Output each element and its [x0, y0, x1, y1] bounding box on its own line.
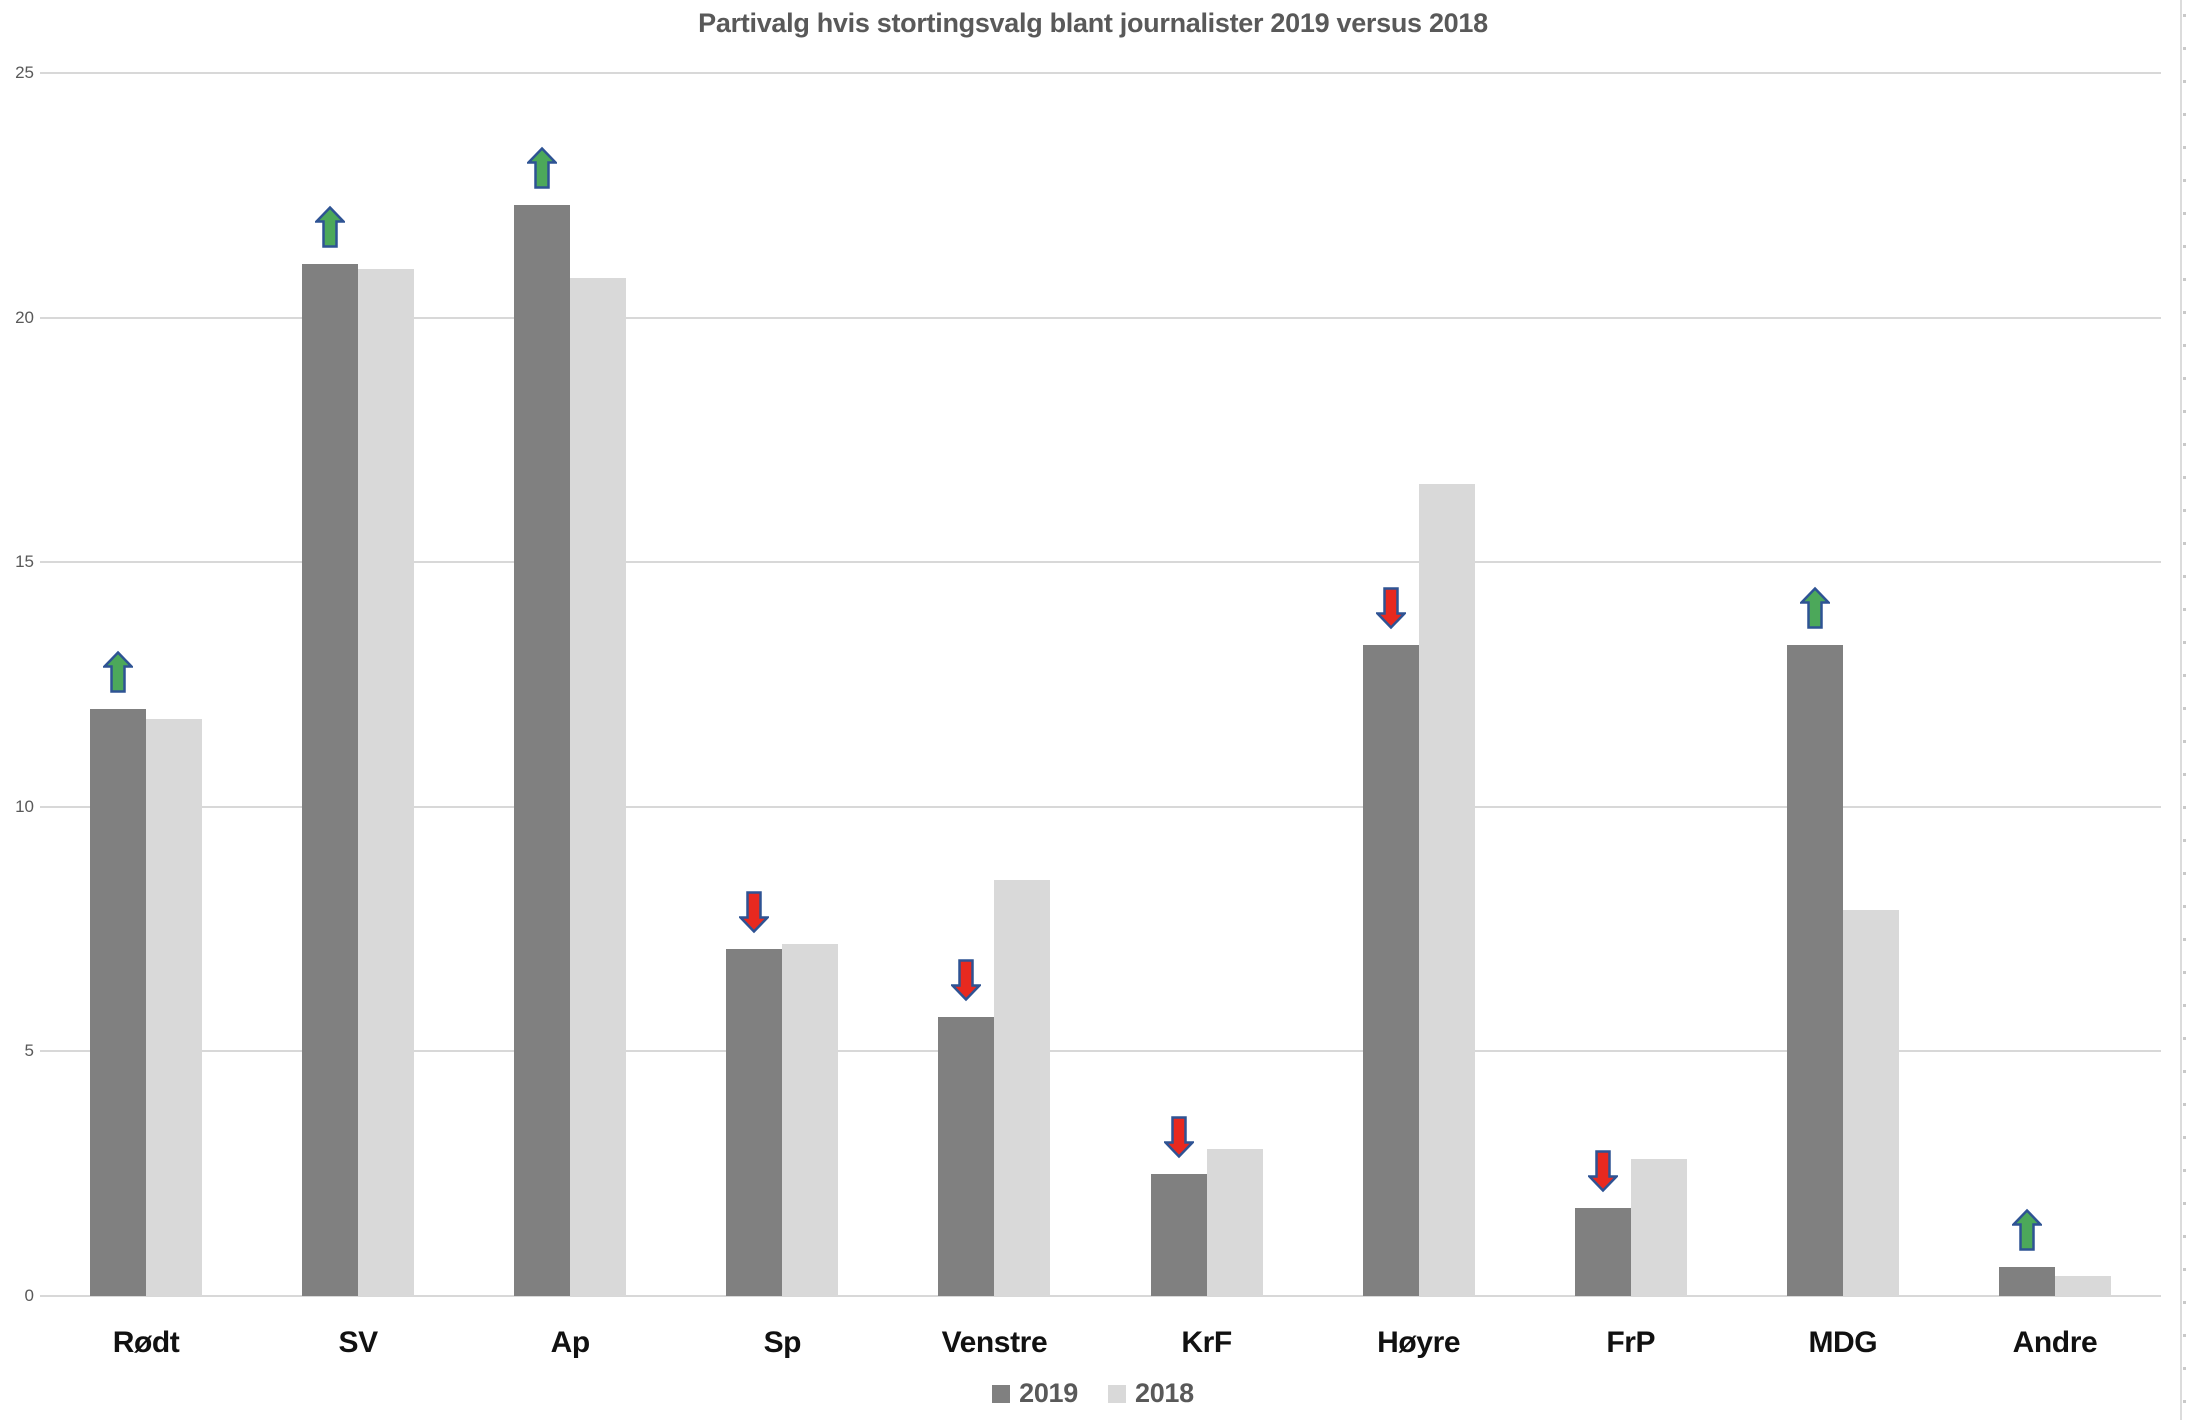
x-axis-label-andre: Andre	[2012, 1326, 2098, 1359]
change-arrow-up-icon	[1798, 586, 1832, 630]
legend-swatch-2019-icon	[992, 1384, 1011, 1403]
x-axis-label-ap: Ap	[550, 1326, 591, 1359]
change-arrow-down-icon	[1374, 586, 1408, 630]
bar-2018-sp	[782, 943, 839, 1296]
bar-2019-venstre	[938, 1017, 995, 1296]
legend-item-2019: 2019	[992, 1378, 1078, 1409]
x-axis-label-høyre: Høyre	[1377, 1326, 1461, 1359]
right-edge-tick-marks	[2183, 14, 2186, 1406]
bar-2019-frp	[1574, 1207, 1631, 1296]
x-axis-label-frp: FrP	[1606, 1326, 1656, 1359]
bar-2019-ap	[514, 205, 571, 1296]
bar-2018-høyre	[1418, 483, 1475, 1296]
bar-2018-venstre	[994, 880, 1051, 1296]
bar-2018-krf	[1206, 1149, 1263, 1296]
bar-2019-mdg	[1786, 645, 1843, 1296]
gridline	[40, 72, 2161, 74]
gridline	[40, 316, 2161, 319]
x-axis-label-mdg: MDG	[1808, 1326, 1878, 1359]
change-arrow-down-icon	[949, 958, 983, 1002]
y-axis-tick-label: 0	[24, 1286, 34, 1305]
gridline	[40, 805, 2161, 808]
bar-2018-frp	[1630, 1159, 1687, 1296]
y-axis-tick-label: 15	[15, 552, 34, 572]
bar-2018-sv	[358, 268, 415, 1296]
bar-2019-rødt	[90, 708, 147, 1296]
gridline	[40, 1050, 2161, 1053]
change-arrow-down-icon	[1586, 1149, 1620, 1193]
x-axis-label-sv: SV	[338, 1326, 379, 1359]
y-axis-tick-label: 5	[24, 1041, 34, 1061]
bar-2019-høyre	[1362, 645, 1419, 1296]
y-axis-tick-label: 20	[15, 307, 34, 327]
legend-label-2019: 2019	[1019, 1378, 1078, 1408]
legend-label-2018: 2018	[1135, 1378, 1194, 1408]
change-arrow-down-icon	[737, 890, 771, 934]
legend-swatch-2018-icon	[1108, 1384, 1126, 1403]
y-axis-tick-label: 25	[15, 63, 34, 82]
bar-2018-ap	[570, 278, 627, 1296]
chart-title: Partivalg hvis stortingsvalg blant journ…	[698, 8, 1488, 38]
bar-2019-sv	[302, 263, 359, 1296]
legend: 2019 2018	[0, 1378, 2186, 1409]
x-axis-label-krf: KrF	[1181, 1326, 1232, 1359]
change-arrow-down-icon	[1162, 1115, 1195, 1159]
x-axis-label-rødt: Rødt	[112, 1326, 180, 1359]
bar-2018-rødt	[146, 718, 203, 1296]
bar-2018-andre	[2054, 1276, 2111, 1296]
x-axis-label-sp: Sp	[763, 1326, 802, 1359]
bar-2019-sp	[726, 948, 783, 1296]
y-axis-tick-label: 10	[15, 796, 34, 816]
bar-2019-andre	[1998, 1266, 2055, 1296]
gridline	[40, 1295, 2161, 1297]
change-arrow-up-icon	[2010, 1208, 2044, 1252]
change-arrow-up-icon	[313, 205, 347, 249]
change-arrow-up-icon	[525, 146, 559, 190]
bar-2018-mdg	[1842, 909, 1899, 1296]
right-edge-divider	[2180, 0, 2182, 1420]
legend-item-2018: 2018	[1108, 1378, 1194, 1409]
gridline	[40, 561, 2161, 564]
bar-2019-krf	[1150, 1173, 1207, 1296]
change-arrow-up-icon	[101, 650, 135, 694]
x-axis-label-venstre: Venstre	[941, 1326, 1048, 1359]
